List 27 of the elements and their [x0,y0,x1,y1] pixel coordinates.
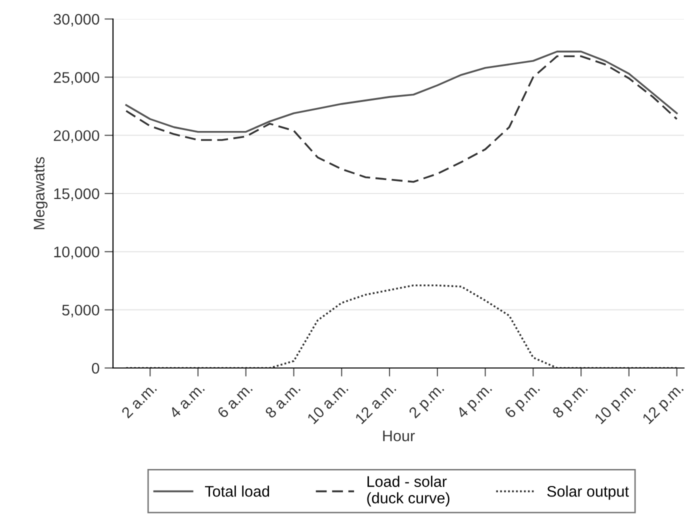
x-tick-label: 2 a.m. [120,382,158,419]
line-series [125,284,678,368]
x-tick-label: 10 p.m. [594,382,638,426]
legend-label: Total load [204,486,270,497]
x-tick-label: 6 p.m. [504,382,542,421]
y-tick-label: 10,000 [54,246,100,260]
legend-label: Solar output [547,486,629,500]
line-series [125,55,678,183]
legend-label: Load - solar (duck curve) [367,476,450,506]
y-tick-label: 25,000 [54,72,100,85]
x-axis-title: Hour [383,430,415,442]
y-tick-label: 0 [92,362,100,374]
x-tick-label: 10 a.m. [306,382,349,424]
y-tick-label: 15,000 [54,188,100,201]
x-tick-label: 4 a.m. [168,382,205,419]
x-tick-label: 8 a.m. [264,382,301,419]
line-series [125,50,678,133]
x-tick-label: 8 p.m. [552,382,590,421]
y-tick-label: 20,000 [54,130,100,143]
x-tick-label: 2 p.m. [408,382,446,421]
x-tick-label: 4 p.m. [456,382,494,422]
y-axis-title: Megawatts [34,157,48,230]
x-tick-label: 12 p.m. [642,382,686,426]
x-tick-label: 6 a.m. [216,382,253,419]
x-tick-label: 12 a.m. [354,382,396,424]
y-tick-label: 30,000 [54,14,100,26]
y-tick-label: 5,000 [62,304,100,318]
